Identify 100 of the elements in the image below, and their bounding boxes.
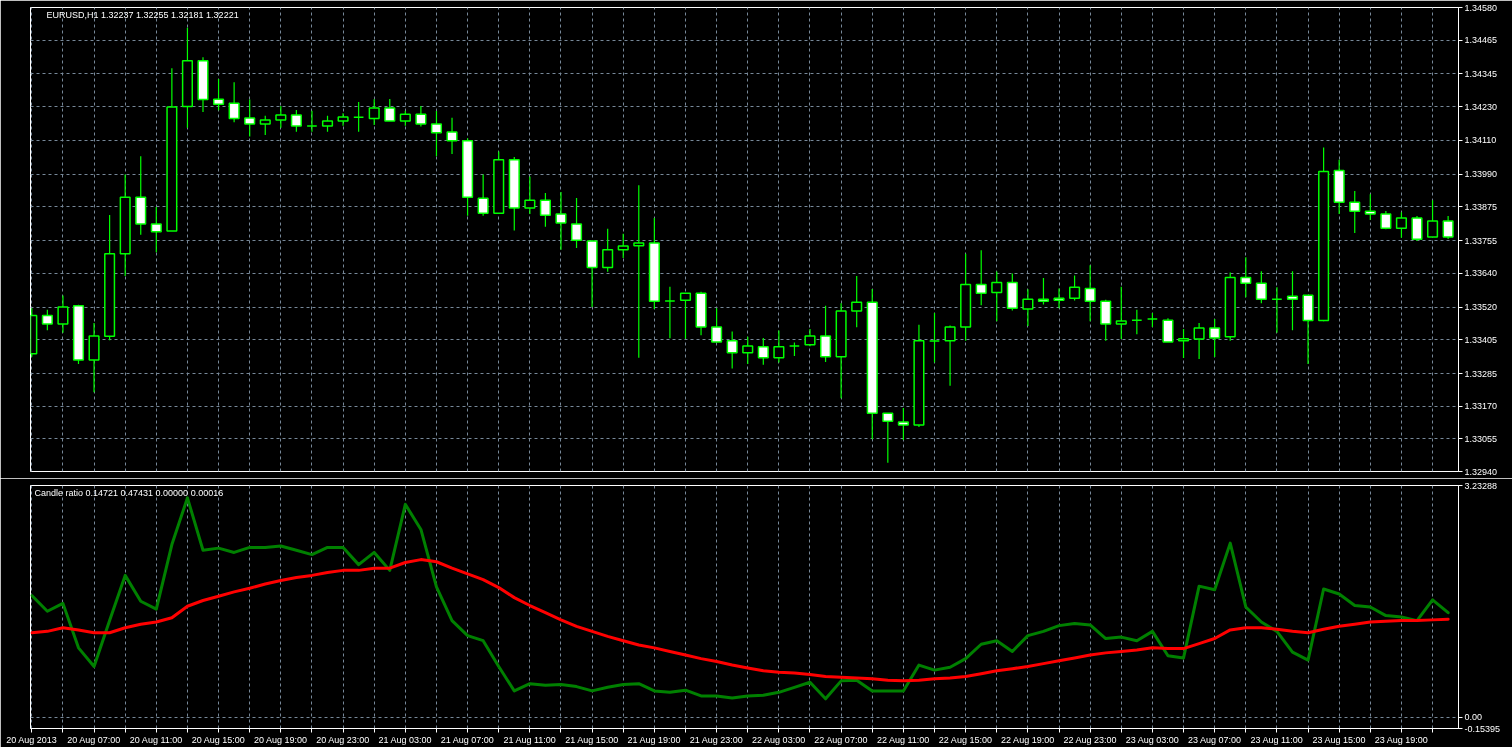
- candlestick: [228, 81, 240, 123]
- candlestick: [617, 233, 629, 259]
- candlestick: [415, 105, 427, 128]
- y-tick-label: 1.33990: [1464, 169, 1498, 180]
- candlestick: [275, 105, 287, 129]
- candlestick: [882, 412, 894, 464]
- candlestick: [1271, 286, 1283, 334]
- x-tick-label: 20 Aug 11:00: [129, 734, 183, 745]
- candlestick: [1349, 190, 1361, 234]
- x-tick-label: 23 Aug 07:00: [1187, 734, 1241, 745]
- y-tick-label: 1.34110: [1464, 135, 1497, 146]
- candlestick: [1209, 318, 1221, 358]
- candlestick: [1131, 309, 1143, 335]
- candlestick: [773, 330, 785, 364]
- candlestick: [1115, 286, 1127, 340]
- candlestick: [384, 98, 396, 122]
- candlestick: [742, 336, 754, 365]
- candlestick: [1193, 322, 1205, 360]
- x-tick-label: 23 Aug 03:00: [1125, 734, 1179, 745]
- x-tick-label: 20 Aug 19:00: [254, 734, 308, 745]
- x-tick-label: 22 Aug 19:00: [1001, 734, 1055, 745]
- candlestick: [555, 191, 567, 251]
- y-tick-label: 1.33055: [1464, 433, 1498, 444]
- candlestick: [539, 192, 551, 228]
- candlestick: [633, 184, 645, 359]
- x-tick-label: 20 Aug 2013: [6, 734, 57, 745]
- candlestick: [1053, 287, 1065, 309]
- candlestick: [524, 175, 536, 215]
- y-tick-label: 1.33755: [1464, 235, 1498, 246]
- candlestick: [679, 292, 692, 340]
- y-tick-label: 3.23288: [1464, 480, 1498, 491]
- candlestick: [57, 294, 69, 334]
- x-tick-label: 21 Aug 19:00: [627, 734, 681, 745]
- candlestick: [353, 101, 365, 133]
- x-tick-label: 22 Aug 03:00: [752, 734, 806, 745]
- y-tick-label: 1.33640: [1464, 268, 1498, 279]
- y-tick-label: 1.34345: [1464, 68, 1498, 79]
- x-tick-label: 20 Aug 23:00: [316, 734, 370, 745]
- x-tick-label: 21 Aug 23:00: [689, 734, 743, 745]
- y-tick-label: 1.33405: [1464, 334, 1498, 345]
- line-series: [30, 496, 1450, 701]
- candlestick: [477, 173, 489, 217]
- candlestick: [244, 98, 256, 138]
- candlestick: [1022, 288, 1034, 327]
- candlestick: [150, 206, 162, 253]
- y-tick-label: -0.15395: [1464, 723, 1501, 734]
- candlestick: [1037, 277, 1050, 306]
- candlestick: [1286, 270, 1299, 331]
- candlestick: [1069, 274, 1081, 302]
- x-tick-label: 21 Aug 11:00: [503, 734, 556, 745]
- candlestick: [897, 407, 909, 441]
- candlestick: [1364, 193, 1376, 221]
- x-tick-label: 23 Aug 11:00: [1250, 734, 1303, 745]
- candlestick: [570, 197, 583, 249]
- y-tick-label: 1.33875: [1464, 201, 1498, 212]
- y-tick-label: 1.34580: [1464, 2, 1498, 13]
- candlestick: [726, 330, 738, 370]
- chart-title: EURUSD,H1 1.32237 1.32255 1.32181 1.32221: [46, 9, 239, 20]
- candlestick: [306, 110, 318, 133]
- y-tick-label: 1.33170: [1464, 401, 1498, 412]
- x-tick-label: 22 Aug 11:00: [876, 734, 930, 745]
- candlestick: [1442, 215, 1454, 240]
- candlestick: [290, 109, 302, 133]
- candlestick: [602, 228, 614, 273]
- candlestick: [1177, 328, 1190, 359]
- x-tick-label: 22 Aug 15:00: [938, 734, 992, 745]
- candlestick: [664, 286, 676, 339]
- y-tick-label: 1.34465: [1464, 35, 1498, 46]
- candlestick: [819, 305, 832, 363]
- candlestick: [41, 309, 53, 331]
- candlestick: [337, 112, 349, 127]
- x-tick-label: 20 Aug 15:00: [191, 734, 245, 745]
- candlestick: [711, 307, 723, 343]
- candlestick: [430, 110, 443, 157]
- x-tick-label: 22 Aug 23:00: [1063, 734, 1117, 745]
- x-tick-label: 20 Aug 07:00: [67, 734, 121, 745]
- candlestick: [1255, 270, 1267, 304]
- candlestick: [851, 275, 863, 328]
- x-tick-label: 21 Aug 03:00: [378, 734, 432, 745]
- candlestick: [928, 312, 941, 364]
- x-tick-label: 21 Aug 15:00: [565, 734, 619, 745]
- candlestick: [212, 78, 225, 111]
- candlestick: [368, 98, 380, 126]
- x-tick-label: 21 Aug 07:00: [440, 734, 494, 745]
- x-tick-label: 23 Aug 15:00: [1312, 734, 1366, 745]
- y-tick-label: 1.32940: [1464, 466, 1498, 477]
- candlestick: [1100, 299, 1112, 342]
- candlestick: [757, 337, 769, 366]
- candlestick: [991, 270, 1003, 322]
- x-tick-label: 23 Aug 19:00: [1374, 734, 1428, 745]
- x-tick-label: 22 Aug 07:00: [814, 734, 868, 745]
- candlestick: [1426, 199, 1439, 238]
- candlestick: [975, 249, 987, 306]
- chart-title: Candle ratio 0.14721 0.47431 0.00000 0.00016: [34, 487, 224, 498]
- line-series: [30, 558, 1450, 683]
- y-tick-label: 1.34230: [1464, 101, 1498, 112]
- candlestick: [446, 117, 458, 155]
- candlestick: [944, 324, 956, 387]
- candlestick: [259, 115, 271, 136]
- candlestick: [1084, 264, 1096, 322]
